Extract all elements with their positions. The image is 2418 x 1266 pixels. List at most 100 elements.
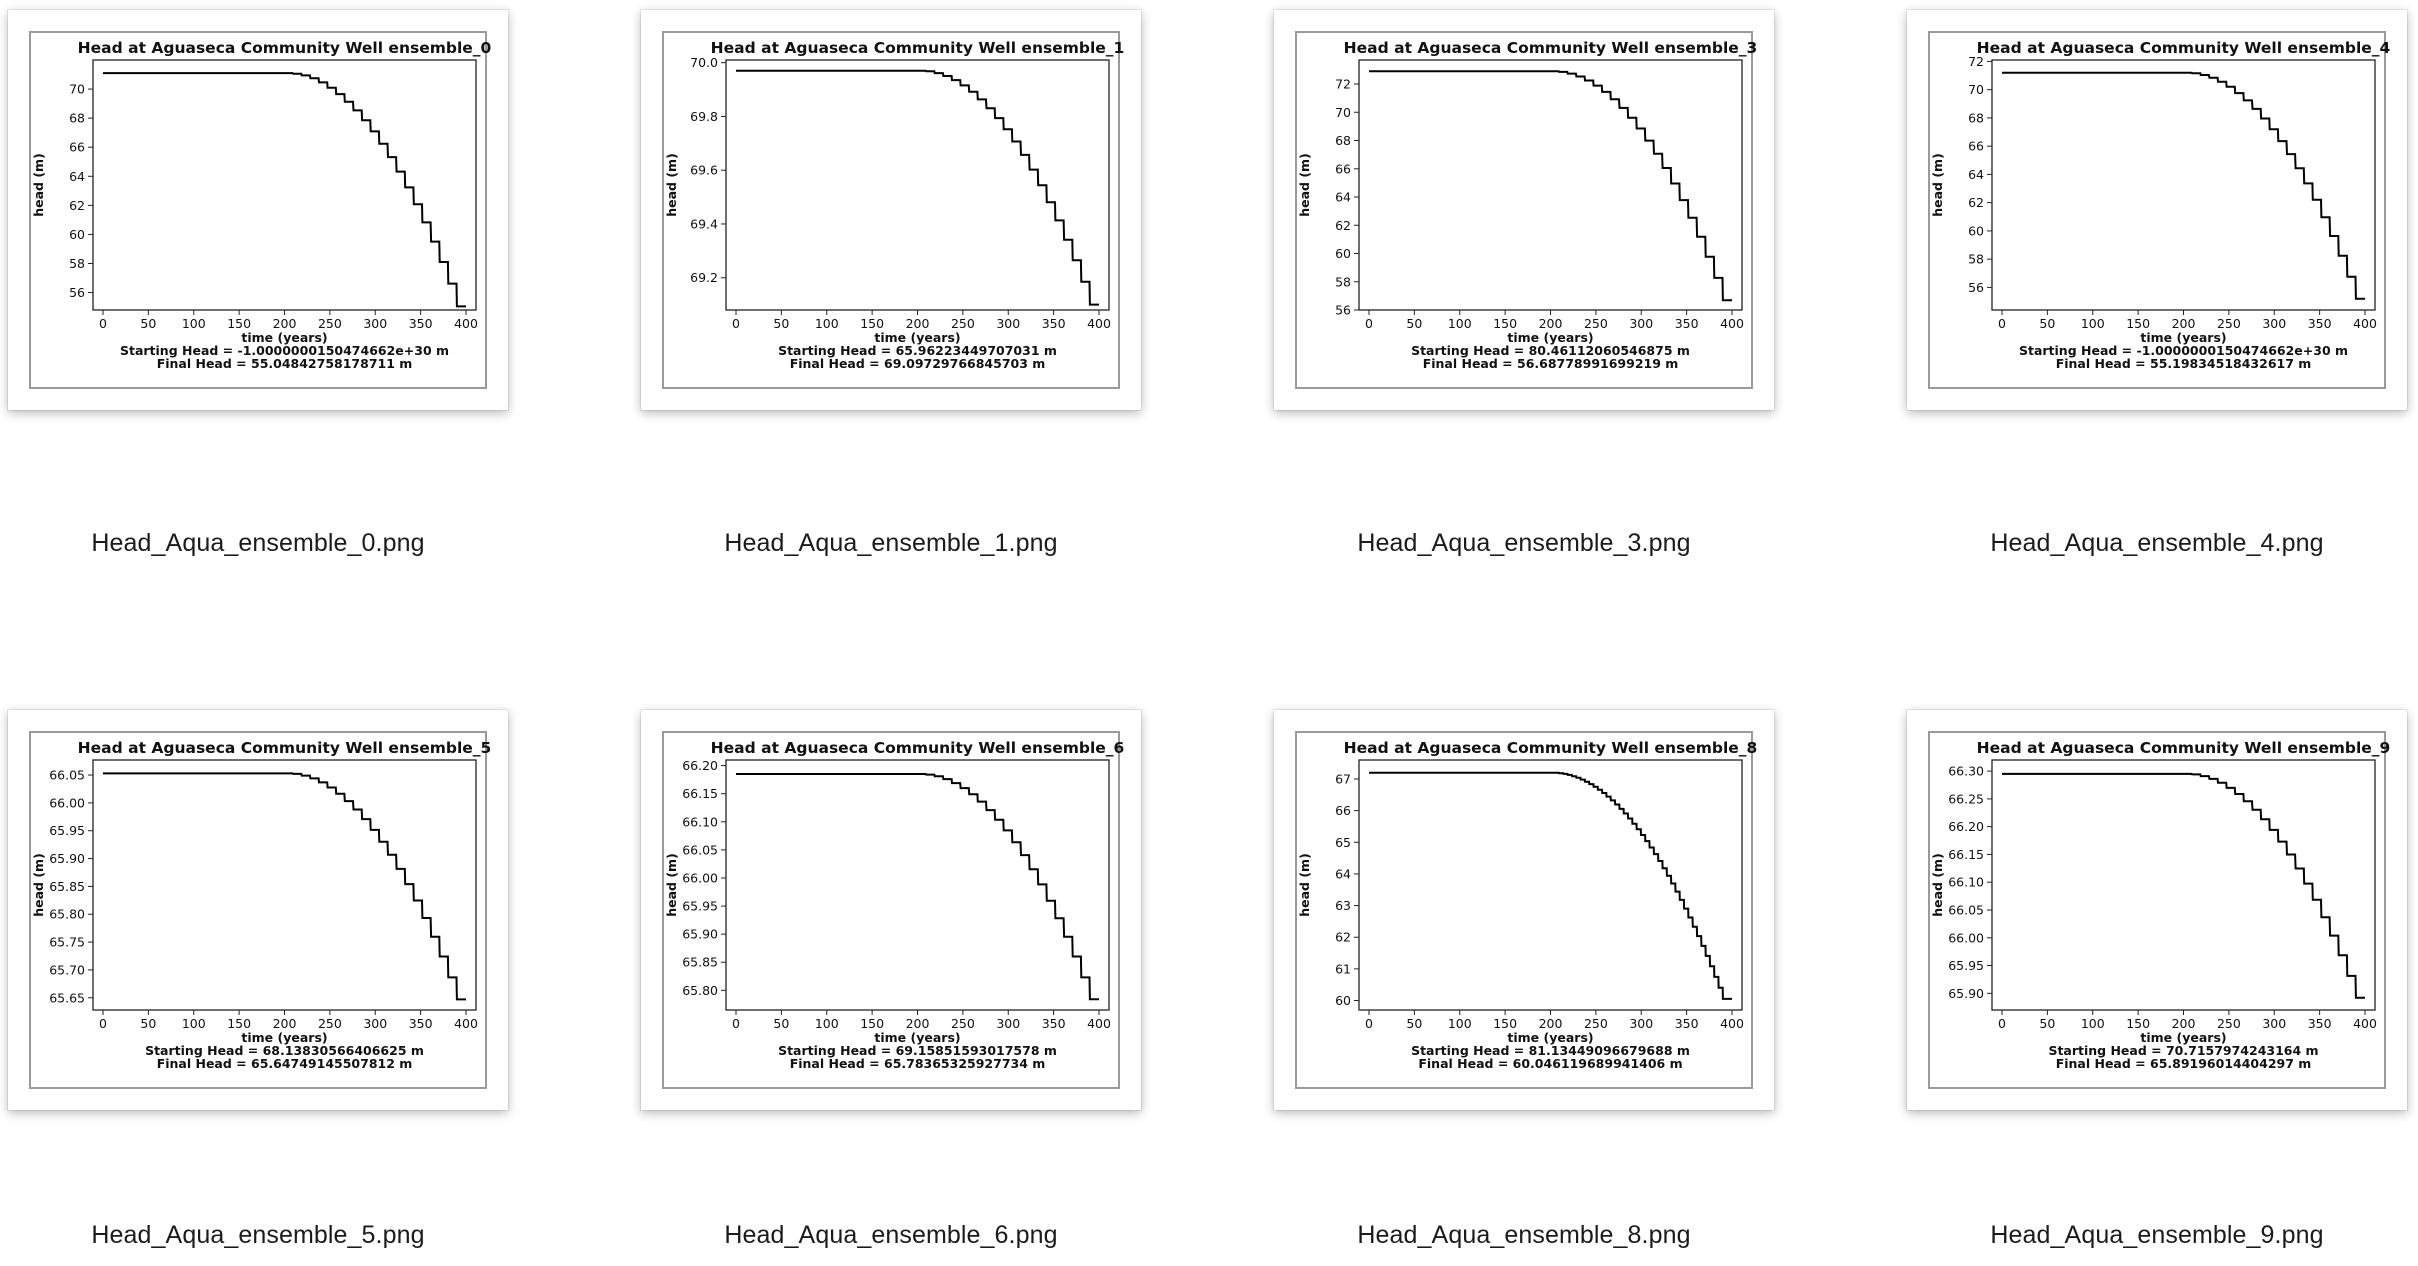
file-item[interactable]: Head at Aguaseca Community Well ensemble… <box>8 710 508 1249</box>
x-tick-label: 0 <box>1365 316 1373 331</box>
y-tick-label: 65.95 <box>1948 958 1984 973</box>
y-tick-label: 66.15 <box>682 786 718 801</box>
x-tick-label: 300 <box>996 316 1020 331</box>
x-tick-label: 400 <box>1720 316 1744 331</box>
plot-title: Head at Aguaseca Community Well ensemble… <box>1977 39 2391 57</box>
x-tick-label: 100 <box>182 316 206 331</box>
y-axis-label: head (m) <box>664 853 679 917</box>
plot-thumbnail: Head at Aguaseca Community Well ensemble… <box>1928 31 2391 389</box>
y-tick-label: 62 <box>1335 218 1351 233</box>
y-axis-label: head (m) <box>1930 853 1945 917</box>
x-tick-label: 400 <box>1087 1016 1111 1031</box>
x-tick-label: 200 <box>906 1016 930 1031</box>
plot-title: Head at Aguaseca Community Well ensemble… <box>1344 739 1758 757</box>
x-tick-label: 0 <box>1998 1016 2006 1031</box>
starting-head-text: Starting Head = 81.13449096679688 m <box>1411 1043 1690 1058</box>
file-thumbnail[interactable]: Head at Aguaseca Community Well ensemble… <box>8 710 508 1110</box>
file-name-label[interactable]: Head_Aqua_ensemble_1.png <box>724 529 1058 557</box>
x-tick-label: 0 <box>1998 316 2006 331</box>
x-tick-label: 100 <box>2081 1016 2105 1031</box>
y-axis-label: head (m) <box>1297 853 1312 917</box>
x-tick-label: 200 <box>2172 316 2196 331</box>
x-tick-label: 300 <box>363 316 387 331</box>
file-name-label[interactable]: Head_Aqua_ensemble_8.png <box>1357 1221 1691 1249</box>
head-series-line <box>736 69 1099 306</box>
starting-head-text: Starting Head = 80.46112060546875 m <box>1411 343 1690 358</box>
file-name-label[interactable]: Head_Aqua_ensemble_3.png <box>1357 529 1691 557</box>
y-axis-label: head (m) <box>31 853 46 917</box>
starting-head-text: Starting Head = -1.0000000150474662e+30 … <box>2019 343 2348 358</box>
y-tick-label: 66.20 <box>682 758 718 773</box>
x-tick-label: 300 <box>996 1016 1020 1031</box>
file-thumbnail[interactable]: Head at Aguaseca Community Well ensemble… <box>1274 10 1774 410</box>
x-tick-label: 50 <box>773 1016 789 1031</box>
x-tick-label: 0 <box>1365 1016 1373 1031</box>
x-tick-label: 150 <box>227 316 251 331</box>
file-name-label[interactable]: Head_Aqua_ensemble_5.png <box>91 1221 425 1249</box>
x-tick-label: 100 <box>182 1016 206 1031</box>
head-series-line <box>1369 70 1732 302</box>
x-tick-label: 300 <box>2262 1016 2286 1031</box>
file-item[interactable]: Head at Aguaseca Community Well ensemble… <box>8 10 508 557</box>
x-tick-label: 200 <box>1539 316 1563 331</box>
y-tick-label: 63 <box>1335 898 1351 913</box>
x-tick-label: 400 <box>1720 1016 1744 1031</box>
x-tick-label: 250 <box>2217 316 2241 331</box>
file-name-label[interactable]: Head_Aqua_ensemble_4.png <box>1990 529 2324 557</box>
file-item[interactable]: Head at Aguaseca Community Well ensemble… <box>641 710 1141 1249</box>
file-item[interactable]: Head at Aguaseca Community Well ensemble… <box>1907 10 2407 557</box>
y-tick-label: 66 <box>69 140 85 155</box>
x-axis-label: time (years) <box>2140 1030 2226 1045</box>
y-tick-label: 69.8 <box>690 109 718 124</box>
x-tick-label: 200 <box>906 316 930 331</box>
starting-head-text: Starting Head = 65.96223449707031 m <box>778 343 1057 358</box>
file-name-label[interactable]: Head_Aqua_ensemble_6.png <box>724 1221 1058 1249</box>
y-tick-label: 65.90 <box>49 851 85 866</box>
plot-axes <box>92 759 477 1011</box>
x-tick-label: 250 <box>1584 316 1608 331</box>
y-tick-label: 60 <box>1335 246 1351 261</box>
file-thumbnail[interactable]: Head at Aguaseca Community Well ensemble… <box>1907 10 2407 410</box>
x-tick-label: 350 <box>2308 1016 2332 1031</box>
file-name-label[interactable]: Head_Aqua_ensemble_0.png <box>91 529 425 557</box>
x-tick-label: 100 <box>815 316 839 331</box>
x-tick-label: 150 <box>1493 1016 1517 1031</box>
y-tick-label: 64 <box>1335 190 1351 205</box>
file-thumbnail[interactable]: Head at Aguaseca Community Well ensemble… <box>641 10 1141 410</box>
y-tick-label: 64 <box>1335 866 1351 881</box>
y-axis-label: head (m) <box>1930 153 1945 217</box>
y-tick-label: 66.05 <box>49 768 85 783</box>
file-thumbnail[interactable]: Head at Aguaseca Community Well ensemble… <box>1274 710 1774 1110</box>
y-tick-label: 65.95 <box>49 823 85 838</box>
y-tick-label: 70 <box>1968 82 1984 97</box>
x-tick-label: 150 <box>1493 316 1517 331</box>
y-tick-label: 67 <box>1335 771 1351 786</box>
final-head-text: Final Head = 55.04842758178711 m <box>157 356 413 371</box>
y-tick-label: 65.90 <box>682 927 718 942</box>
x-tick-label: 50 <box>1406 1016 1422 1031</box>
y-tick-label: 60 <box>1968 223 1984 238</box>
plot-axes <box>725 759 1110 1011</box>
file-item[interactable]: Head at Aguaseca Community Well ensemble… <box>1907 710 2407 1249</box>
file-item[interactable]: Head at Aguaseca Community Well ensemble… <box>1274 710 1774 1249</box>
file-item[interactable]: Head at Aguaseca Community Well ensemble… <box>1274 10 1774 557</box>
y-tick-label: 65.90 <box>1948 986 1984 1001</box>
final-head-text: Final Head = 65.64749145507812 m <box>157 1056 413 1071</box>
file-thumbnail[interactable]: Head at Aguaseca Community Well ensemble… <box>8 10 508 410</box>
y-tick-label: 72 <box>1968 54 1984 69</box>
file-thumbnail[interactable]: Head at Aguaseca Community Well ensemble… <box>641 710 1141 1110</box>
file-name-label[interactable]: Head_Aqua_ensemble_9.png <box>1990 1221 2324 1249</box>
head-series-line <box>2002 71 2365 300</box>
x-tick-label: 100 <box>1448 316 1472 331</box>
x-tick-label: 300 <box>2262 316 2286 331</box>
x-tick-label: 400 <box>454 1016 478 1031</box>
y-tick-label: 56 <box>69 285 85 300</box>
x-tick-label: 350 <box>1675 316 1699 331</box>
starting-head-text: Starting Head = -1.0000000150474662e+30 … <box>120 343 449 358</box>
y-tick-label: 69.4 <box>690 216 718 231</box>
x-tick-label: 50 <box>2039 316 2055 331</box>
file-thumbnail[interactable]: Head at Aguaseca Community Well ensemble… <box>1907 710 2407 1110</box>
final-head-text: Final Head = 69.09729766845703 m <box>790 356 1046 371</box>
x-tick-label: 150 <box>860 316 884 331</box>
file-item[interactable]: Head at Aguaseca Community Well ensemble… <box>641 10 1141 557</box>
